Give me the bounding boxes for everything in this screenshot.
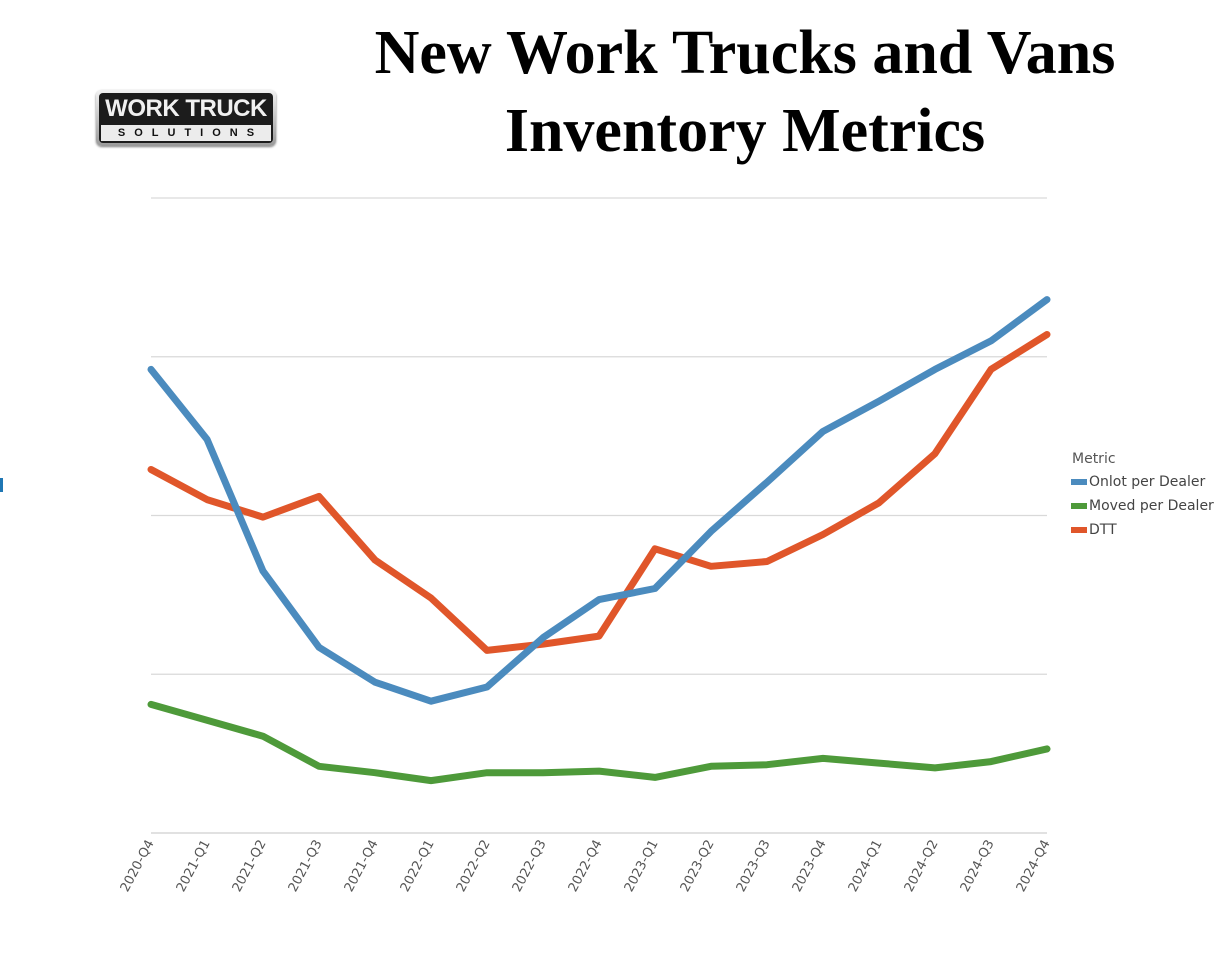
legend-label-dtt: DTT [1089, 522, 1117, 538]
series-lines [147, 296, 1051, 785]
x-tick-label: 2022-Q1 [398, 837, 438, 894]
x-tick-label: 2024-Q1 [846, 837, 886, 894]
title-line-1: New Work Trucks and Vans [374, 19, 1116, 87]
x-tick-label: 2021-Q1 [174, 837, 214, 894]
x-tick-label: 2020-Q4 [118, 837, 158, 894]
legend-label-onlot: Onlot per Dealer [1089, 474, 1206, 490]
logo-bottom-text: SOLUTIONS [101, 125, 271, 141]
logo-top-text: WORK TRUCK [105, 95, 267, 122]
chart-title: New Work Trucks and Vans Inventory Metri… [330, 14, 1160, 170]
x-tick-label: 2023-Q3 [734, 837, 774, 894]
title-line-2: Inventory Metrics [504, 97, 986, 165]
x-tick-label: 2024-Q4 [1014, 837, 1054, 894]
x-tick-label: 2024-Q2 [902, 837, 942, 894]
gridlines [151, 197, 1047, 834]
legend-swatch-moved [1071, 503, 1087, 509]
legend-item-dtt[interactable]: DTT [1068, 518, 1214, 542]
series-line-moved-per-dealer[interactable] [147, 700, 1051, 785]
x-tick-label: 2024-Q3 [958, 837, 998, 894]
legend-item-onlot[interactable]: Onlot per Dealer [1068, 470, 1214, 494]
legend-item-moved[interactable]: Moved per Dealer [1068, 494, 1214, 518]
x-tick-label: 2021-Q3 [286, 837, 326, 894]
x-tick-label: 2022-Q4 [566, 837, 606, 894]
x-axis-tick-labels: 2020-Q4 2021-Q1 2021-Q2 2021-Q3 2021-Q4 2022-… [118, 837, 1054, 894]
work-truck-solutions-logo: WORK TRUCK SOLUTIONS [96, 90, 276, 146]
legend-title: Metric [1072, 451, 1116, 467]
left-edge-marker [0, 478, 3, 492]
series-line-dtt[interactable] [147, 331, 1051, 654]
x-tick-label: 2023-Q2 [678, 837, 718, 894]
legend-label-moved: Moved per Dealer [1089, 498, 1214, 514]
series-line-onlot-per-dealer[interactable] [147, 296, 1051, 705]
x-tick-label: 2022-Q3 [510, 837, 550, 894]
x-tick-label: 2021-Q4 [342, 837, 382, 894]
x-tick-label: 2023-Q4 [790, 837, 830, 894]
x-tick-label: 2021-Q2 [230, 837, 270, 894]
legend-swatch-dtt [1071, 527, 1087, 533]
legend: Metric Onlot per Dealer Moved per Dealer… [1068, 448, 1214, 542]
legend-swatch-onlot [1071, 479, 1087, 485]
x-tick-label: 2023-Q1 [622, 837, 662, 894]
x-tick-label: 2022-Q2 [454, 837, 494, 894]
